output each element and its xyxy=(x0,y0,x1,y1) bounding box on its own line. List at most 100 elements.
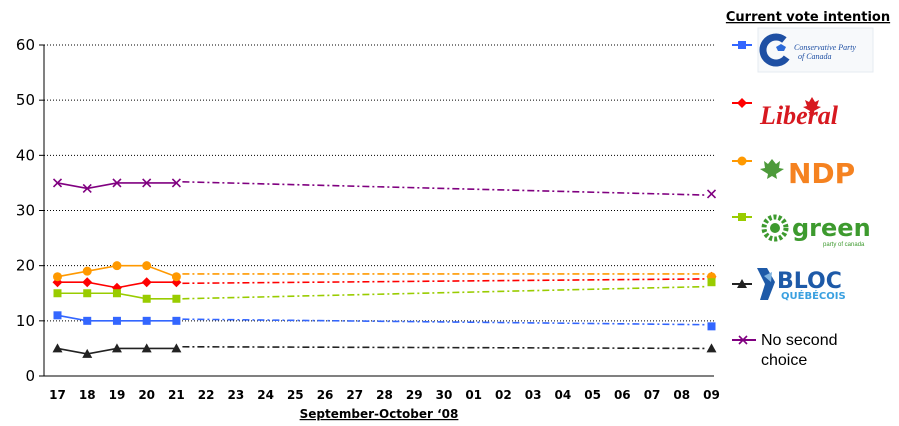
data-point xyxy=(142,316,151,325)
x-tick-label: 18 xyxy=(79,388,96,402)
data-point xyxy=(82,348,93,358)
legend-label-no-second-line1: No second xyxy=(761,332,838,349)
x-tick-label: 30 xyxy=(436,388,453,402)
x-tick-label: 19 xyxy=(109,388,126,402)
ndp-leaf-icon xyxy=(760,159,784,179)
x-tick-label: 17 xyxy=(49,388,66,402)
data-point xyxy=(706,343,717,353)
conservative-leaf-icon xyxy=(776,44,786,51)
data-point xyxy=(83,289,92,298)
bloc-fleur-icon xyxy=(757,268,775,300)
data-point xyxy=(171,343,182,353)
series-trend-line xyxy=(182,345,706,350)
legend-item-ndp: NDP xyxy=(732,156,855,190)
legend-item-conservative: Conservative Party of Canada xyxy=(732,27,874,73)
x-tick-label: 26 xyxy=(317,388,334,402)
x-axis-title: September-October ‘08 xyxy=(300,407,459,421)
x-tick-label: 28 xyxy=(376,388,393,402)
legend-marker-no-second-choice xyxy=(738,335,748,345)
x-tick-label: 06 xyxy=(614,388,631,402)
data-point xyxy=(142,178,152,188)
y-tick-label: 10 xyxy=(16,312,35,330)
x-tick-label: 23 xyxy=(228,388,245,402)
x-tick-label: 05 xyxy=(584,388,601,402)
x-tick-label: 25 xyxy=(287,388,304,402)
data-point xyxy=(171,178,181,188)
data-point xyxy=(82,183,92,193)
data-point xyxy=(142,261,152,271)
data-point xyxy=(112,178,122,188)
conservative-logo-line1: Conservative Party xyxy=(794,43,856,52)
data-point xyxy=(82,277,93,288)
data-point xyxy=(52,343,63,353)
series-trend-line xyxy=(182,181,706,196)
x-tick-label: 29 xyxy=(406,388,423,402)
data-point xyxy=(141,343,152,353)
series-group xyxy=(52,178,717,358)
legend-marker-green xyxy=(738,213,746,221)
y-tick-label: 60 xyxy=(16,36,35,54)
green-logo-sub: party of canada xyxy=(823,242,865,248)
x-tick-label: 02 xyxy=(495,388,512,402)
data-point xyxy=(53,272,62,282)
legend-item-liberal: Liberal xyxy=(732,97,839,130)
series-trend-line xyxy=(182,318,706,326)
data-point xyxy=(112,316,121,325)
x-tick-label: 21 xyxy=(168,388,185,402)
data-point xyxy=(112,261,122,271)
data-point xyxy=(172,316,181,325)
data-point xyxy=(171,272,181,282)
y-tick-label: 40 xyxy=(16,146,35,164)
x-tick-label: 20 xyxy=(138,388,155,402)
x-tick-label: 24 xyxy=(257,388,274,402)
legend-item-no-second-choice: No second choice xyxy=(732,332,838,369)
legend-marker-ndp xyxy=(737,156,747,166)
bloc-logo-line1: BLOC xyxy=(777,269,842,294)
x-tick-label: 22 xyxy=(198,388,215,402)
data-point xyxy=(53,311,62,320)
legend-title: Current vote intention xyxy=(726,10,890,25)
y-tick-label: 20 xyxy=(16,257,35,275)
x-tick-label: 27 xyxy=(346,388,363,402)
series-trend-line xyxy=(182,278,706,285)
legend-item-bloc: BLOC QUÉBÉCOIS xyxy=(732,268,846,302)
data-point xyxy=(82,266,92,276)
data-point xyxy=(52,178,63,188)
maple-leaf-icon xyxy=(803,97,821,115)
legend-item-green: green party of canada xyxy=(732,213,871,248)
y-tick-label: 0 xyxy=(25,367,35,385)
legend-marker-bloc xyxy=(737,279,747,288)
data-point xyxy=(706,189,717,199)
bloc-logo-line2: QUÉBÉCOIS xyxy=(781,289,846,302)
gridlines xyxy=(44,44,714,322)
x-tick-label: 03 xyxy=(525,388,542,402)
x-tick-label: 09 xyxy=(703,388,720,402)
x-tick-label: 07 xyxy=(644,388,661,402)
x-axis: 17 18 19 20 21 22 23 24 25 26 27 28 29 30 01 02 03 04 05 06… xyxy=(44,375,720,402)
data-point xyxy=(83,316,92,325)
data-point xyxy=(172,294,181,303)
series-trend-line xyxy=(182,285,706,300)
data-point xyxy=(111,343,122,353)
ndp-logo: NDP xyxy=(788,157,855,190)
data-point xyxy=(53,289,62,298)
data-point xyxy=(707,322,716,331)
y-tick-label: 30 xyxy=(16,202,35,220)
x-tick-label: 04 xyxy=(555,388,572,402)
legend-marker-conservative xyxy=(738,41,746,49)
legend-marker-liberal xyxy=(737,98,747,108)
data-point xyxy=(141,277,152,288)
data-point xyxy=(142,294,151,303)
conservative-logo-line2: of Canada xyxy=(798,52,832,61)
data-point xyxy=(112,289,121,298)
x-tick-label: 01 xyxy=(465,388,482,402)
legend: Conservative Party of Canada Liberal NDP… xyxy=(732,27,874,369)
liberal-logo: Liberal xyxy=(759,101,839,130)
y-tick-label: 50 xyxy=(16,91,35,109)
y-axis: 0 10 20 30 40 50 60 xyxy=(16,36,45,385)
x-tick-label: 08 xyxy=(673,388,690,402)
green-flower-icon xyxy=(761,214,789,242)
green-logo: green xyxy=(792,214,871,242)
data-point xyxy=(707,278,716,287)
